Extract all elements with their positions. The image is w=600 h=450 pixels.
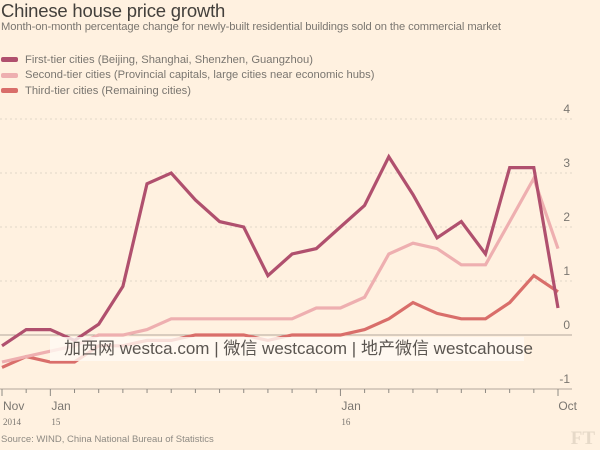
legend-item-second-tier: Second-tier cities (Provincial capitals,… <box>1 68 374 84</box>
legend-swatch-third-tier <box>1 88 18 94</box>
y-tick-label: 1 <box>563 264 570 278</box>
series-line-second-tier <box>1 174 560 364</box>
y-tick-label: 2 <box>563 210 570 224</box>
series-lines <box>1 153 560 369</box>
legend-swatch-second-tier <box>1 72 18 78</box>
y-tick-label: 4 <box>563 102 570 116</box>
x-tick-sublabel: 16 <box>341 417 351 427</box>
y-tick-label: 3 <box>563 156 570 170</box>
watermark-banner: 加西网 westca.com | 微信 westcacom | 地产微信 wes… <box>50 337 533 361</box>
chart-subtitle: Month-on-month percentage change for new… <box>1 21 501 33</box>
x-tick-label: Jan <box>51 399 70 413</box>
legend-label-first-tier: First-tier cities (Beijing, Shanghai, Sh… <box>25 53 313 66</box>
gridlines <box>0 118 572 336</box>
x-tick-label: Nov <box>3 399 24 413</box>
x-tick-sublabel: 2014 <box>3 417 22 427</box>
legend: First-tier cities (Beijing, Shanghai, Sh… <box>1 52 374 99</box>
x-axis: Nov 2014 Jan 15 Jan 16 Oct <box>0 388 578 427</box>
legend-swatch-first-tier <box>1 57 18 63</box>
legend-item-first-tier: First-tier cities (Beijing, Shanghai, Sh… <box>1 52 374 68</box>
chart-title: Chinese house price growth <box>1 0 226 21</box>
series-line-first-tier <box>1 153 560 348</box>
y-axis: 4 3 2 1 0 -1 <box>559 102 570 386</box>
x-tick-sublabel: 15 <box>51 417 61 427</box>
x-tick-label: Oct <box>558 399 577 413</box>
y-tick-label: 0 <box>563 318 570 332</box>
legend-label-third-tier: Third-tier cities (Remaining cities) <box>25 84 191 97</box>
y-tick-label: -1 <box>559 372 570 386</box>
ft-logo: FT <box>570 428 595 449</box>
source-note: Source: WIND, China National Bureau of S… <box>1 434 214 445</box>
x-tick-label: Jan <box>341 399 360 413</box>
legend-label-second-tier: Second-tier cities (Provincial capitals,… <box>25 69 375 82</box>
legend-item-third-tier: Third-tier cities (Remaining cities) <box>1 83 374 99</box>
